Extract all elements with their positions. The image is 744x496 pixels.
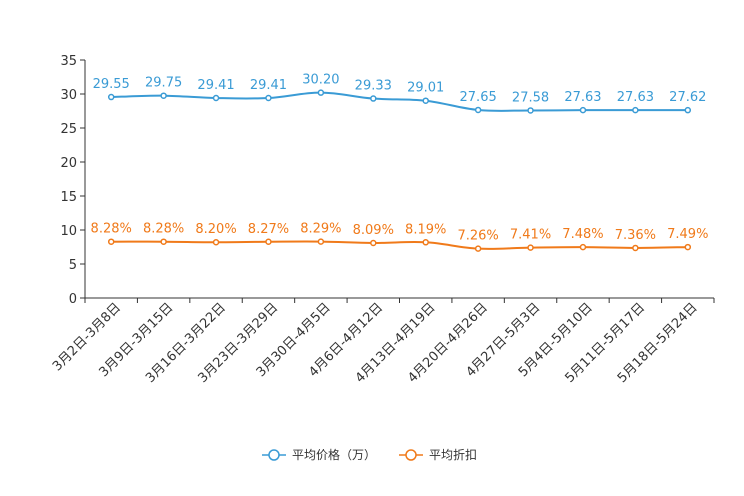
data-label: 30.20 bbox=[302, 73, 339, 88]
data-label: 7.49% bbox=[667, 227, 708, 242]
data-point[interactable] bbox=[212, 238, 220, 246]
y-tick-label: 5 bbox=[69, 258, 77, 273]
data-label: 8.20% bbox=[195, 222, 236, 237]
series-0: 29.55 29.75 29.41 29.41 30.20 29.33 29.01 27.65… bbox=[93, 73, 706, 114]
data-point[interactable] bbox=[265, 238, 272, 246]
series-1: 8.28% 8.28% 8.20% 8.27% 8.29% 8.09% 8.19% 7.26%… bbox=[91, 222, 708, 252]
data-label: 8.27% bbox=[248, 222, 289, 237]
y-tick-label: 25 bbox=[60, 122, 77, 137]
data-label: 27.63 bbox=[564, 90, 601, 105]
data-label: 27.62 bbox=[669, 90, 706, 105]
y-tick-label: 15 bbox=[60, 190, 77, 205]
x-axis: 3月2日-3月8日3月9日-3月15日3月16日-3月22日3月23日-3月29… bbox=[50, 297, 715, 386]
data-point[interactable] bbox=[632, 244, 639, 252]
data-label: 8.09% bbox=[353, 223, 394, 238]
data-point[interactable] bbox=[527, 244, 534, 251]
series-layer: 29.55 29.75 29.41 29.41 30.20 29.33 29.01 27.65… bbox=[91, 73, 708, 252]
legend-label: 平均价格（万） bbox=[292, 447, 376, 462]
data-label: 8.19% bbox=[405, 222, 446, 237]
data-label: 29.41 bbox=[250, 78, 287, 93]
data-label: 8.28% bbox=[143, 222, 184, 237]
data-point[interactable] bbox=[527, 107, 534, 114]
data-point[interactable] bbox=[632, 106, 639, 114]
data-point[interactable] bbox=[317, 238, 325, 245]
legend[interactable]: 平均价格（万） 平均折扣 bbox=[262, 447, 477, 462]
data-label: 29.55 bbox=[93, 77, 130, 92]
data-label: 27.63 bbox=[617, 90, 654, 105]
data-point[interactable] bbox=[684, 243, 692, 251]
data-label: 29.01 bbox=[407, 81, 444, 96]
data-label: 8.29% bbox=[300, 222, 341, 237]
data-point[interactable] bbox=[317, 89, 325, 96]
data-point[interactable] bbox=[107, 238, 115, 245]
legend-marker-icon bbox=[268, 449, 280, 461]
data-point[interactable] bbox=[160, 238, 167, 245]
data-label: 29.75 bbox=[145, 76, 182, 91]
data-label: 7.48% bbox=[562, 227, 603, 242]
y-tick-label: 0 bbox=[69, 292, 77, 307]
data-point[interactable] bbox=[579, 243, 587, 251]
data-label: 7.26% bbox=[457, 229, 498, 244]
y-tick-label: 30 bbox=[60, 88, 77, 103]
data-point[interactable] bbox=[212, 94, 220, 102]
data-point[interactable] bbox=[160, 92, 167, 99]
y-tick-label: 10 bbox=[60, 224, 77, 239]
data-label: 7.41% bbox=[510, 228, 551, 243]
legend-label: 平均折扣 bbox=[429, 447, 477, 462]
data-label: 8.28% bbox=[91, 222, 132, 237]
data-point[interactable] bbox=[107, 93, 115, 101]
data-point[interactable] bbox=[265, 94, 272, 102]
data-point[interactable] bbox=[370, 239, 377, 247]
data-point[interactable] bbox=[422, 239, 429, 246]
y-axis: 0 5 10 15 20 25 30 35 bbox=[60, 54, 86, 307]
data-point[interactable] bbox=[579, 106, 587, 114]
legend-marker-icon bbox=[405, 449, 417, 461]
data-point[interactable] bbox=[684, 106, 692, 114]
data-label: 27.58 bbox=[512, 90, 549, 105]
data-label: 7.36% bbox=[615, 228, 656, 243]
data-label: 29.33 bbox=[355, 79, 392, 94]
data-point[interactable] bbox=[370, 95, 377, 102]
data-point[interactable] bbox=[422, 97, 429, 104]
legend-item-0[interactable]: 平均价格（万） bbox=[262, 447, 376, 462]
y-tick-label: 35 bbox=[60, 54, 77, 69]
y-tick-label: 20 bbox=[60, 156, 77, 171]
legend-item-1[interactable]: 平均折扣 bbox=[399, 447, 477, 462]
data-label: 29.41 bbox=[197, 78, 234, 93]
series-line bbox=[111, 91, 688, 112]
series-line bbox=[111, 240, 688, 250]
data-point[interactable] bbox=[474, 106, 482, 114]
data-point[interactable] bbox=[474, 245, 482, 252]
data-label: 27.65 bbox=[460, 90, 497, 105]
